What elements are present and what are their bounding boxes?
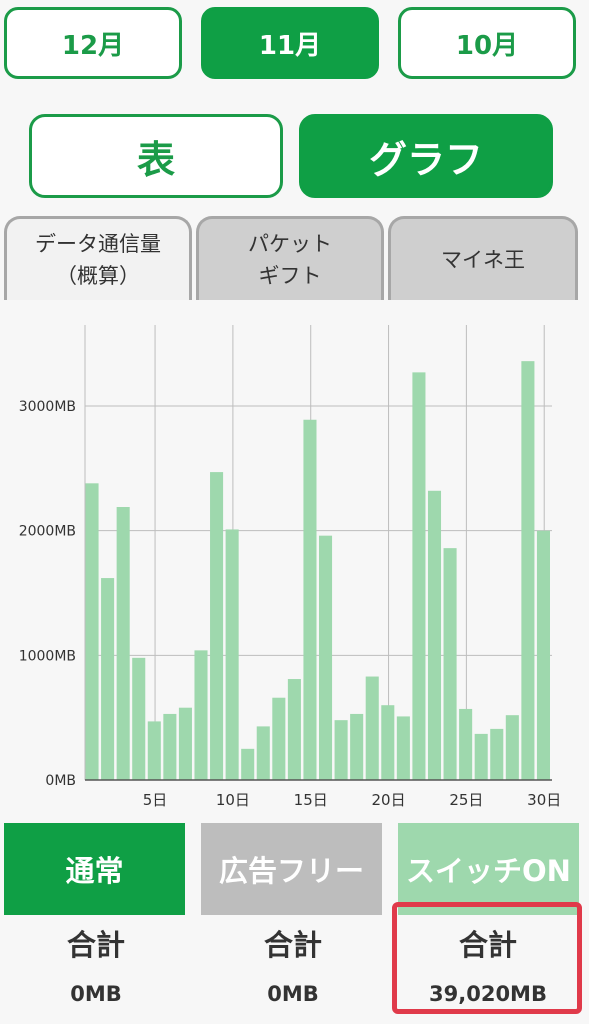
y-tick-label: 2000MB (19, 524, 76, 540)
chart-bar (241, 748, 255, 780)
month-button-october[interactable]: 10月 (398, 7, 576, 79)
x-tick-label: 15日 (294, 791, 328, 809)
month-button-december[interactable]: 12月 (4, 7, 182, 79)
tab-data-usage[interactable]: データ通信量 （概算） (4, 216, 192, 300)
chart-bar (427, 490, 442, 780)
chart-bar (319, 535, 333, 780)
chart-bar (443, 548, 457, 780)
chart-bar (116, 507, 130, 780)
tab-data-usage-line2: （概算） (56, 263, 140, 288)
tab-mineo-line1: マイネ王 (441, 247, 525, 272)
x-tick-label: 25日 (449, 791, 483, 809)
chart-bar (132, 657, 146, 780)
x-tick-label: 10日 (216, 791, 250, 809)
chart-bar (194, 650, 208, 780)
chart-bar (490, 728, 504, 780)
tab-packet-gift[interactable]: パケット ギフト (196, 216, 384, 300)
normal-total-value: 0MB (70, 982, 122, 1006)
tab-data-usage-line1: データ通信量 (35, 231, 161, 256)
chart-bar (459, 708, 473, 780)
normal-total-label: 合計 (66, 928, 125, 962)
switch-total-label: 合計 (458, 928, 517, 962)
chart-bar (396, 716, 410, 780)
adfree-total-value: 0MB (267, 982, 319, 1006)
chart-bar (147, 721, 161, 780)
chart-bar (287, 679, 301, 780)
chart-bar (521, 361, 535, 780)
x-tick-label: 20日 (372, 791, 406, 809)
usage-chart-svg: 0MB 1000MB 2000MB 3000MB 5日 10日 15日 20日 25日 30日 (19, 325, 561, 809)
chart-bar (365, 676, 379, 780)
y-tick-label: 3000MB (19, 399, 76, 415)
chart-bar (350, 713, 364, 780)
switch-on-segment[interactable]: スイッチON (398, 823, 579, 915)
chart-bar (85, 483, 99, 780)
chart-bar (210, 472, 224, 780)
chart-bar (225, 529, 239, 780)
x-tick-label: 30日 (527, 791, 561, 809)
tab-packet-gift-line2: ギフト (258, 263, 322, 288)
graph-view-button[interactable]: グラフ (299, 114, 553, 198)
switch-total-value: 39,020MB (429, 982, 547, 1006)
switch-total-highlight (392, 902, 582, 1014)
chart-bar (412, 372, 426, 780)
chart-bar (303, 419, 317, 780)
month-button-november[interactable]: 11月 (201, 7, 379, 79)
chart-bar (334, 720, 348, 780)
chart-bar (178, 707, 192, 780)
x-tick-label: 5日 (143, 791, 168, 809)
ad-free-segment[interactable]: 広告フリー (201, 823, 382, 915)
chart-bar (163, 713, 177, 780)
tab-packet-gift-line1: パケット (248, 231, 332, 256)
tab-mineo[interactable]: マイネ王 (388, 216, 578, 300)
usage-chart: 0MB 1000MB 2000MB 3000MB 5日 10日 15日 20日 25日 30日 (0, 300, 589, 820)
chart-bar (536, 530, 550, 780)
y-tick-label: 1000MB (19, 648, 76, 664)
chart-bar (381, 705, 395, 780)
normal-mode-segment[interactable]: 通常 (4, 823, 185, 915)
chart-bar (272, 697, 286, 780)
chart-bar (101, 578, 115, 780)
chart-bar (505, 715, 519, 780)
chart-bar (256, 726, 270, 780)
table-view-button[interactable]: 表 (29, 114, 283, 198)
y-tick-label: 0MB (45, 773, 76, 789)
chart-bar (474, 733, 488, 780)
adfree-total-label: 合計 (263, 928, 322, 962)
